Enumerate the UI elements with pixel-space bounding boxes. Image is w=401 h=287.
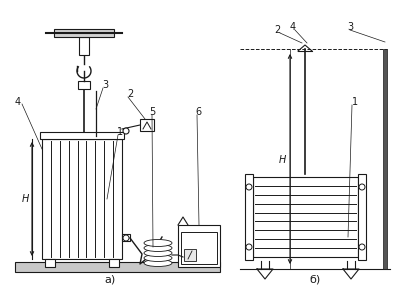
Circle shape — [358, 244, 364, 250]
Text: 4: 4 — [289, 22, 295, 32]
Text: 1: 1 — [351, 97, 357, 107]
Text: 3: 3 — [102, 80, 108, 90]
Text: 6: 6 — [194, 107, 200, 117]
Bar — [184, 249, 196, 261]
Text: 3: 3 — [346, 22, 352, 32]
Text: 5: 5 — [148, 107, 155, 117]
Circle shape — [123, 235, 129, 241]
Text: 4: 4 — [15, 97, 21, 107]
Bar — [382, 49, 386, 269]
Bar — [54, 29, 114, 37]
Bar — [15, 262, 219, 272]
Bar — [178, 225, 219, 267]
Circle shape — [245, 184, 251, 190]
Bar — [122, 234, 130, 241]
Text: 1: 1 — [117, 127, 123, 137]
Bar — [40, 132, 124, 139]
Circle shape — [245, 244, 251, 250]
Text: 2: 2 — [127, 89, 133, 99]
Ellipse shape — [144, 249, 172, 257]
Text: H: H — [21, 194, 28, 204]
Bar — [45, 259, 55, 267]
Bar — [140, 119, 154, 131]
Bar — [109, 259, 119, 267]
Ellipse shape — [144, 259, 172, 267]
Bar — [42, 139, 122, 259]
Circle shape — [358, 184, 364, 190]
Bar — [79, 37, 89, 55]
Bar — [78, 81, 90, 89]
Text: б): б) — [309, 275, 320, 285]
Ellipse shape — [144, 245, 172, 251]
Text: а): а) — [104, 275, 115, 285]
Circle shape — [123, 128, 129, 134]
Ellipse shape — [144, 239, 172, 247]
Bar — [252, 177, 357, 257]
Text: 2: 2 — [273, 25, 279, 35]
Bar — [180, 232, 217, 264]
Text: H: H — [277, 155, 285, 165]
Bar — [244, 174, 252, 260]
Bar — [357, 174, 365, 260]
Ellipse shape — [144, 255, 172, 261]
